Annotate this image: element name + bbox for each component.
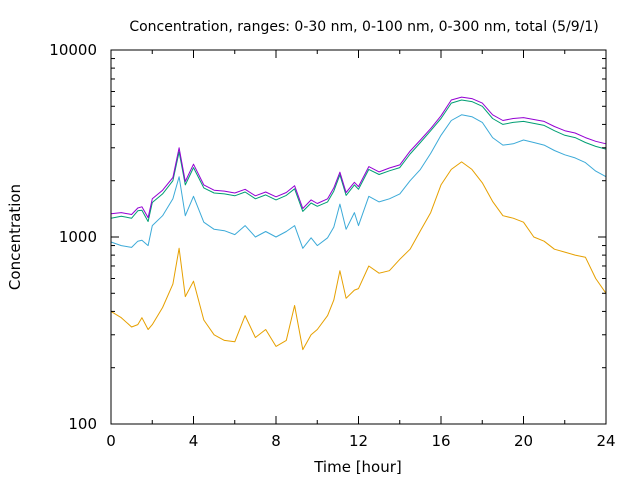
x-tick-label: 20 <box>514 432 533 450</box>
x-tick-label: 16 <box>431 432 450 450</box>
chart-title: Concentration, ranges: 0-30 nm, 0-100 nm… <box>129 19 598 35</box>
y-tick-label: 1000 <box>59 228 97 246</box>
series-line-2 <box>110 114 607 249</box>
y-tick-label: 10000 <box>49 41 97 59</box>
x-tick-label: 4 <box>189 432 199 450</box>
y-tick-label: 100 <box>68 415 97 433</box>
x-tick-label: 0 <box>106 432 116 450</box>
plot-lines <box>110 96 607 351</box>
axis-ticks: 0 4 8 12 16 20 24 100 1000 10000 <box>49 41 615 450</box>
plot-frame <box>110 49 607 425</box>
series-line-3 <box>110 99 607 222</box>
y-axis-label: Concentration <box>6 184 24 290</box>
x-axis-label: Time [hour] <box>313 458 402 476</box>
x-tick-label: 12 <box>349 432 368 450</box>
x-tick-label: 8 <box>271 432 281 450</box>
series-line-1 <box>110 161 607 351</box>
series-line-4 <box>110 96 607 219</box>
x-tick-label: 24 <box>596 432 615 450</box>
